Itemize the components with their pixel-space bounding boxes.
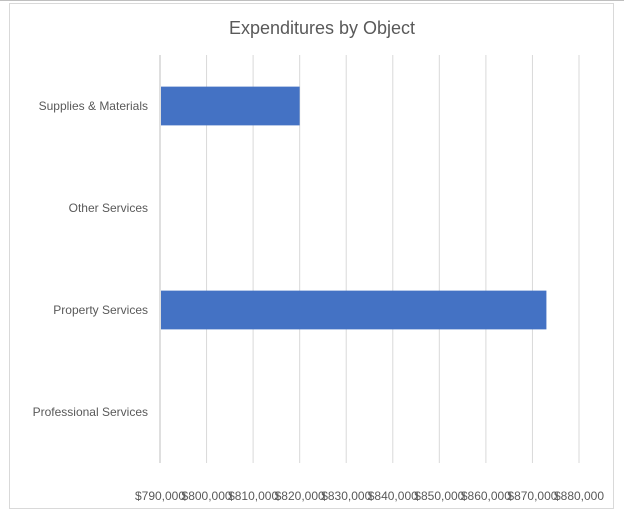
bar [161, 86, 300, 126]
category-label: Professional Services [33, 405, 148, 419]
x-tick-label: $820,000 [275, 489, 325, 503]
top-border [0, 0, 624, 1]
tick-labels: $790,000$800,000$810,000$820,000$830,000… [135, 489, 604, 503]
x-tick-label: $870,000 [507, 489, 557, 503]
category-label: Supplies & Materials [39, 99, 148, 113]
bar [161, 290, 547, 330]
chart-title: Expenditures by Object [229, 18, 415, 38]
x-tick-label: $860,000 [461, 489, 511, 503]
category-label: Other Services [69, 201, 148, 215]
x-tick-label: $880,000 [554, 489, 604, 503]
category-labels: Professional Services Property Services Ot… [33, 99, 148, 419]
gridlines [159, 55, 580, 463]
x-tick-label: $810,000 [228, 489, 278, 503]
x-tick-label: $830,000 [321, 489, 371, 503]
x-tick-label: $790,000 [135, 489, 185, 503]
chart-frame [9, 3, 614, 509]
x-tick-label: $850,000 [414, 489, 464, 503]
bars [161, 86, 547, 330]
category-label: Property Services [53, 303, 148, 317]
x-tick-label: $840,000 [368, 489, 418, 503]
x-tick-label: $800,000 [182, 489, 232, 503]
